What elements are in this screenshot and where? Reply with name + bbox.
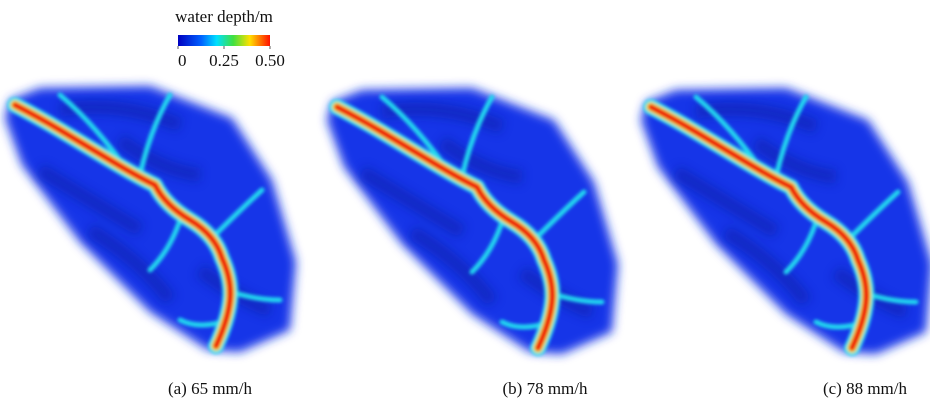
colorbar — [178, 35, 270, 46]
map-a — [5, 86, 296, 352]
caption: (a) 65 mm/h — [168, 379, 253, 398]
map-b — [327, 88, 618, 354]
caption: (c) 88 mm/h — [823, 379, 908, 398]
legend-title: water depth/m — [175, 7, 273, 26]
caption: (b) 78 mm/h — [503, 379, 588, 398]
colorbar-tick-label: 0 — [178, 51, 187, 70]
map-c — [641, 88, 930, 354]
colorbar-tick-label: 0.50 — [255, 51, 285, 70]
colorbar-tick-label: 0.25 — [209, 51, 239, 70]
figure: water depth/m (a) 65 mm/h (b) 78 mm/h (c… — [0, 0, 930, 410]
